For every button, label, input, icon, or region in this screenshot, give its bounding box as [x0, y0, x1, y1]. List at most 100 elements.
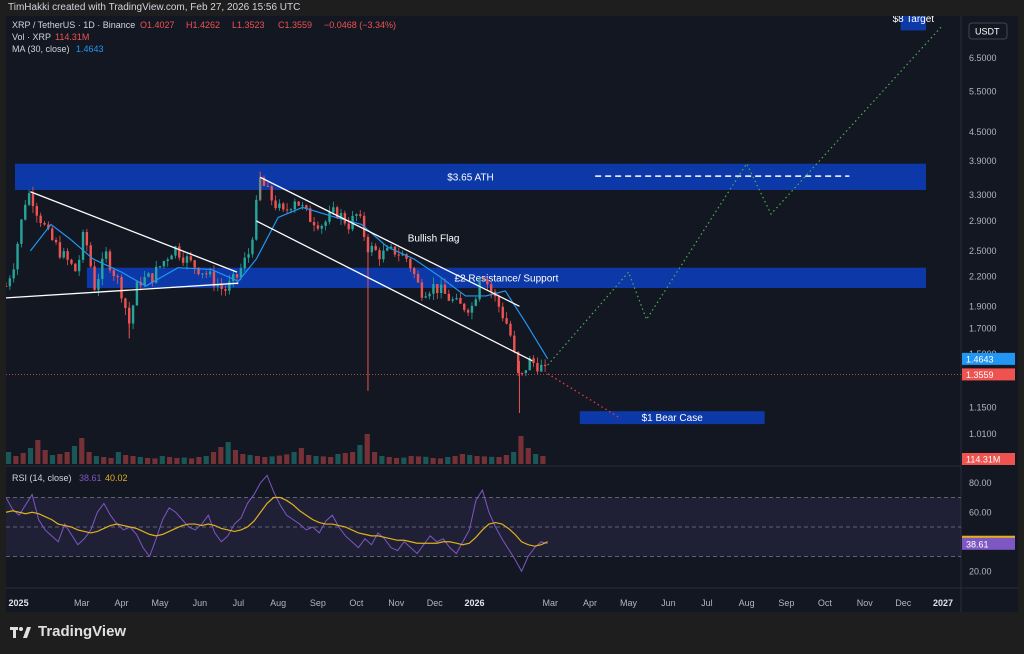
time-tick-label: Sep — [778, 598, 794, 608]
volume-bar — [452, 456, 458, 464]
volume-bar — [364, 434, 370, 464]
candle-body — [432, 284, 435, 294]
volume-bar — [393, 458, 400, 464]
brand[interactable]: TradingView — [10, 623, 126, 640]
volume-bar — [328, 457, 334, 464]
volume-bar — [357, 445, 363, 464]
candle-body — [35, 206, 39, 216]
legend-low: L1.3523 — [232, 20, 265, 30]
time-tick-label: Nov — [388, 598, 405, 608]
volume-bar — [503, 455, 509, 464]
volume-bar — [240, 454, 246, 464]
volume-bar — [64, 452, 70, 464]
legend-close: C1.3559 — [278, 20, 312, 30]
price-tick-label: 1.7000 — [969, 324, 997, 334]
candle-body — [412, 268, 416, 275]
candle-body — [93, 266, 96, 290]
zone-box — [86, 267, 926, 289]
volume-bar — [196, 457, 202, 464]
zone-label: $1 Bear Case — [642, 413, 704, 424]
volume-bar — [291, 452, 297, 464]
candle-body — [305, 205, 308, 209]
candle-body — [416, 274, 420, 283]
rsi-ma-line — [5, 496, 548, 547]
candle-body — [474, 299, 477, 306]
candle-body — [382, 250, 385, 260]
volume-bar — [540, 456, 546, 464]
candle-body — [447, 293, 451, 301]
candle-body — [378, 250, 381, 260]
volume-bar — [101, 457, 107, 464]
candle-body — [532, 358, 535, 364]
candle-body — [31, 193, 35, 207]
candle-body — [513, 335, 516, 352]
time-tick-label: Oct — [349, 598, 364, 608]
candle-body — [154, 266, 158, 283]
time-tick-label: Aug — [270, 598, 286, 608]
candle-body — [228, 281, 231, 291]
candle-body — [108, 251, 112, 271]
candle-body — [428, 293, 431, 297]
price-chart-svg[interactable]: 7.50006.50005.50004.50003.90003.30002.90… — [4, 6, 1018, 612]
volume-bar — [533, 454, 539, 464]
candle-body — [490, 284, 493, 292]
volume-bar — [159, 456, 165, 464]
trendline — [4, 282, 239, 299]
legend-ma-value: 1.4643 — [76, 44, 104, 54]
candle-body — [312, 222, 316, 226]
volume-bar — [284, 454, 290, 464]
volume-bar — [445, 457, 451, 464]
volume-bar — [13, 456, 19, 464]
candle-body — [89, 245, 92, 267]
chart-area[interactable]: 7.50006.50005.50004.50003.90003.30002.90… — [4, 6, 1018, 612]
bull-projection-path — [547, 25, 943, 366]
volume-bar — [276, 455, 282, 464]
candle-body — [81, 232, 85, 260]
volume-bar — [145, 458, 151, 464]
price-tick-label: 5.5000 — [969, 87, 997, 97]
candle-body — [405, 254, 408, 259]
legend-rsi-value: 38.61 — [79, 473, 102, 483]
candle-body — [101, 258, 104, 279]
candle-body — [436, 284, 439, 294]
candle-body — [486, 279, 489, 285]
candle-body — [51, 228, 54, 241]
rsi-tick-label: 60.00 — [969, 507, 992, 517]
candle-body — [54, 240, 58, 243]
legend-vol-label: Vol · XRP — [12, 32, 51, 42]
time-tick-label: 2026 — [464, 598, 484, 608]
candle-body — [516, 351, 520, 373]
volume-bar — [232, 450, 239, 464]
candle-body — [455, 297, 458, 300]
currency-button[interactable]: USDT — [968, 22, 1008, 40]
candle-body — [270, 186, 273, 201]
candle-body — [135, 281, 139, 306]
candle-body — [251, 239, 254, 255]
candle-body — [166, 259, 169, 262]
footer — [0, 612, 1024, 654]
ma-price-badge: 1.4643 — [966, 354, 994, 364]
candle-body — [235, 274, 239, 278]
candle-body — [278, 203, 281, 209]
volume-bar — [350, 452, 356, 464]
candles-group — [4, 171, 547, 413]
volume-bar — [379, 456, 385, 464]
brand-name: TradingView — [38, 623, 127, 640]
candle-body — [197, 267, 200, 275]
candle-body — [243, 257, 246, 269]
volume-bar — [42, 450, 48, 464]
volume-bar — [430, 458, 436, 464]
candle-body — [409, 258, 412, 269]
rsi-value-badge-bg — [962, 537, 1015, 550]
volume-bar — [20, 453, 26, 464]
volume-bar — [115, 452, 121, 464]
volume-badge-bg — [962, 453, 1015, 465]
volume-bar — [152, 458, 158, 464]
candle-body — [112, 270, 116, 276]
candle-body — [497, 296, 501, 307]
candle-body — [470, 305, 474, 313]
rsi-tick-label: 20.00 — [969, 566, 992, 576]
price-tick-label: 6.5000 — [969, 53, 997, 63]
price-tick-label: 1.0100 — [969, 429, 997, 439]
candle-body — [181, 257, 185, 263]
